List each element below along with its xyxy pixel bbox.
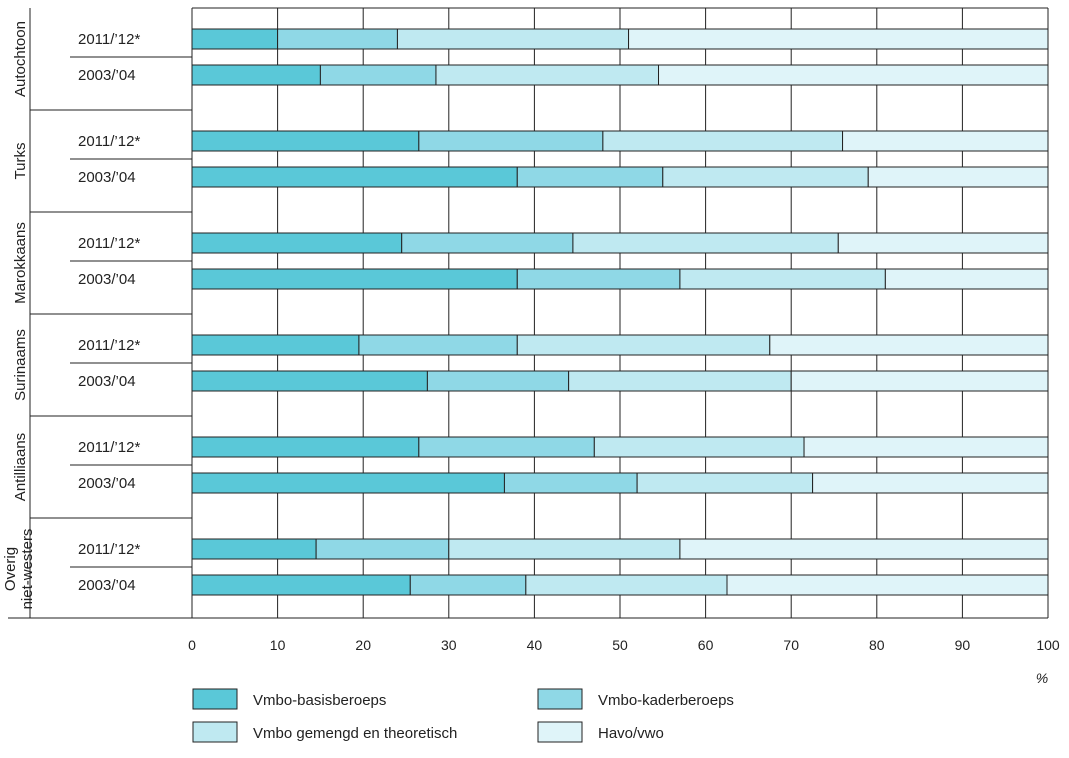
bar-segment [658,64,1049,86]
bar-segment [418,130,604,152]
period-label: 2011/’12* [78,337,140,354]
period-label: 2011/’12* [78,541,140,558]
bar-segment [418,436,595,458]
bar-segment [516,334,771,356]
x-tick-label: 40 [527,637,543,653]
x-tick-label: 10 [270,637,286,653]
period-label: 2003/’04 [78,577,136,594]
group-label: Antilliaans [12,433,29,501]
bar-segment [191,370,428,392]
bar-segment [593,436,805,458]
period-label: 2003/’04 [78,67,136,84]
bar-segment [435,64,660,86]
legend-swatch [537,688,583,710]
bar-segment [769,334,1049,356]
x-tick-label: 90 [955,637,971,653]
period-label: 2011/’12* [78,235,140,252]
bar-segment [602,130,844,152]
bar-segment [191,268,518,290]
legend-swatch [537,721,583,743]
period-label: 2003/’04 [78,271,136,288]
labels-layer: Autochtoon 2011/’12* 2003/’04 Turks 2011/’12… [2,21,140,609]
x-tick-label: 100 [1036,637,1060,653]
legend: Vmbo-basisberoeps Vmbo-kaderberoeps Vmbo g… [192,688,734,743]
x-tick-label: 30 [441,637,457,653]
bar-segment [679,538,1049,560]
bar-segment [503,472,638,494]
bar-segment [568,370,792,392]
period-label: 2011/’12* [78,133,140,150]
period-label: 2011/’12* [78,439,140,456]
bars-layer [191,28,1049,596]
bar-segment [277,28,398,50]
bar-segment [191,472,505,494]
bar-segment [358,334,518,356]
x-tick-label: 60 [698,637,714,653]
bar-segment [726,574,1049,596]
grid-layer [8,7,1049,619]
bar-segment [191,334,360,356]
bar-segment [662,166,869,188]
legend-swatch [192,688,238,710]
bar-segment [426,370,570,392]
bar-segment [679,268,886,290]
bar-segment [628,28,1049,50]
x-tick-label: 50 [612,637,628,653]
group-label: Overigniet-westers [2,529,36,610]
period-label: 2003/’04 [78,373,136,390]
bar-segment [401,232,574,254]
x-axis: 0 10 20 30 40 50 60 70 80 90 100% [188,637,1060,686]
bar-segment [191,28,279,50]
bar-segment [516,268,681,290]
bar-segment [191,130,420,152]
bar-segment [191,574,411,596]
bar-segment [842,130,1049,152]
bar-segment [884,268,1049,290]
x-tick-label: 70 [783,637,799,653]
group-label: Turks [12,143,29,180]
legend-label: Vmbo-basisberoeps [253,692,386,709]
legend-label: Havo/vwo [598,725,664,742]
bar-segment [448,538,681,560]
bar-segment [837,232,1049,254]
legend-label: Vmbo-kaderberoeps [598,692,734,709]
bar-segment [315,538,450,560]
bar-segment [636,472,814,494]
bar-segment [525,574,728,596]
bar-segment [572,232,839,254]
bar-segment [790,370,1049,392]
bar-segment [803,436,1049,458]
bar-segment [191,436,420,458]
bar-segment [191,538,317,560]
bar-segment [319,64,437,86]
x-tick-label: 80 [869,637,885,653]
group-label: Marokkaans [12,222,29,304]
legend-swatch [192,721,238,743]
group-label-line: Overig [2,547,19,591]
period-label: 2003/’04 [78,169,136,186]
period-label: 2003/’04 [78,475,136,492]
group-label: Surinaams [12,329,29,401]
x-axis-unit-label: % [1036,670,1048,686]
bar-segment [812,472,1049,494]
legend-label: Vmbo gemengd en theoretisch [253,725,457,742]
x-tick-label: 20 [355,637,371,653]
x-tick-label: 0 [188,637,196,653]
bar-segment [191,232,403,254]
bar-segment [191,64,321,86]
bar-segment [396,28,630,50]
bar-segment [191,166,518,188]
bar-segment [867,166,1049,188]
group-label-line: niet-westers [19,529,36,610]
period-label: 2011/’12* [78,31,140,48]
group-label: Autochtoon [12,21,29,97]
bar-segment [516,166,664,188]
bar-segment [409,574,527,596]
